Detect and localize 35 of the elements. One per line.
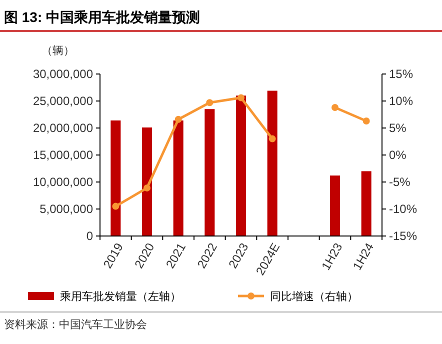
bar (173, 120, 184, 236)
y-axis-title: （辆） (42, 45, 74, 57)
point (206, 99, 214, 106)
point (112, 202, 120, 210)
y2-tick-label: 10% (389, 94, 414, 108)
bar (267, 90, 278, 236)
y-tick-label: 0 (86, 229, 94, 244)
chart-title: 图 13: 中国乘用车批发销量预测 (4, 9, 200, 25)
y2-tick-label: -15% (389, 229, 418, 244)
point (332, 104, 338, 111)
bar (330, 176, 340, 236)
y-tick-label: 20,000,000 (32, 121, 94, 136)
legend-label: 乘用车批发销量（左轴） (60, 290, 181, 303)
point (174, 116, 182, 123)
y2-tick-label: 0% (389, 148, 407, 162)
y2-tick-label: 15% (389, 67, 414, 82)
legend-label: 同比增速（右轴） (270, 290, 358, 303)
bar (236, 96, 246, 236)
y2-tick-label: -5% (389, 175, 411, 190)
bar (142, 127, 152, 236)
point (144, 184, 150, 192)
y-tick-label: 5,000,000 (40, 202, 94, 216)
text: 资料来源：中国汽车工业协会 (4, 318, 147, 331)
y-tick-label: 10,000,000 (32, 175, 94, 190)
y-tick-label: 25,000,000 (32, 94, 94, 108)
y-tick-label: 30,000,000 (32, 67, 94, 82)
bar (204, 109, 215, 236)
y-tick-label: 15,000,000 (32, 148, 94, 162)
bar (110, 120, 121, 236)
point (268, 135, 276, 142)
point (362, 117, 370, 124)
y2-tick-label: -10% (389, 202, 418, 216)
bar (361, 171, 372, 236)
point (238, 94, 244, 102)
y2-tick-label: 5% (389, 121, 407, 136)
